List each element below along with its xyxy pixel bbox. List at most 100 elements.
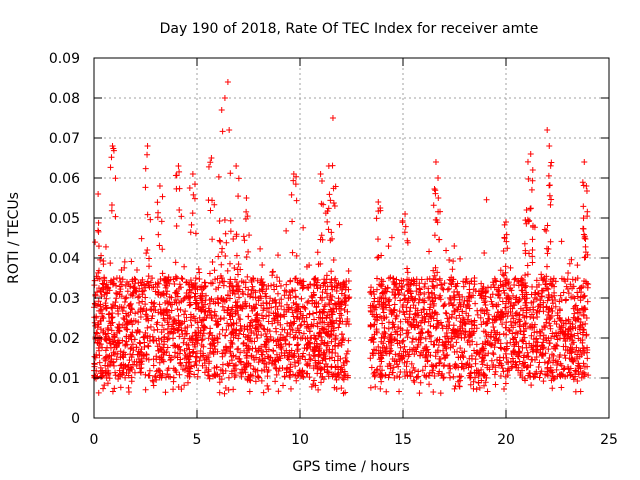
data-point xyxy=(501,234,508,241)
data-point xyxy=(129,276,136,283)
data-point xyxy=(453,362,460,369)
data-point xyxy=(122,374,129,381)
data-point xyxy=(317,260,324,267)
data-point xyxy=(511,276,518,283)
data-point xyxy=(479,361,486,368)
data-point xyxy=(340,359,347,366)
data-point xyxy=(314,323,321,330)
data-point xyxy=(391,301,398,308)
data-point xyxy=(264,305,271,312)
data-point xyxy=(470,378,477,385)
data-point xyxy=(200,352,207,359)
data-point xyxy=(438,322,445,329)
data-point xyxy=(188,322,195,329)
x-tick-label: 25 xyxy=(600,432,618,448)
data-point xyxy=(545,346,552,353)
data-point xyxy=(289,249,296,256)
data-point xyxy=(433,337,440,344)
data-point xyxy=(131,336,138,343)
data-point xyxy=(527,151,534,157)
data-point xyxy=(503,219,509,225)
data-point xyxy=(144,211,151,218)
data-point xyxy=(502,350,509,357)
data-point xyxy=(516,311,523,318)
data-point xyxy=(571,295,578,302)
data-point xyxy=(510,292,517,299)
data-point xyxy=(224,79,231,85)
data-point xyxy=(379,320,386,327)
data-point xyxy=(149,337,156,344)
data-point xyxy=(584,344,591,351)
data-point xyxy=(292,372,299,379)
data-point xyxy=(318,333,325,340)
data-point xyxy=(222,332,229,339)
data-point xyxy=(377,385,384,392)
data-point xyxy=(548,159,555,166)
data-point xyxy=(544,368,551,375)
data-point xyxy=(516,296,523,303)
data-point xyxy=(304,344,311,351)
data-point xyxy=(409,348,416,355)
data-point xyxy=(125,312,132,319)
data-point xyxy=(499,298,506,305)
data-point xyxy=(574,377,581,384)
data-point xyxy=(139,298,146,305)
data-point xyxy=(100,385,107,392)
data-point xyxy=(541,359,548,366)
data-point xyxy=(380,309,387,316)
data-point xyxy=(470,292,477,299)
data-point xyxy=(174,306,181,313)
data-point xyxy=(570,283,577,290)
data-point xyxy=(371,321,378,328)
data-point xyxy=(286,341,293,348)
data-point xyxy=(395,363,402,370)
data-point xyxy=(440,374,447,381)
data-point xyxy=(542,281,549,288)
data-point xyxy=(232,308,239,315)
data-point xyxy=(502,277,509,284)
data-point xyxy=(537,332,544,339)
data-point xyxy=(240,233,247,240)
data-point xyxy=(114,290,121,297)
data-point xyxy=(276,278,283,285)
data-point xyxy=(426,381,433,388)
data-point xyxy=(477,314,484,321)
data-point xyxy=(323,290,330,297)
data-point xyxy=(142,386,149,393)
data-point xyxy=(219,361,226,368)
data-point xyxy=(448,335,455,342)
data-point xyxy=(211,343,218,350)
data-point xyxy=(186,358,193,365)
data-point xyxy=(306,356,313,363)
data-point xyxy=(171,317,178,324)
data-point xyxy=(97,317,104,324)
data-point xyxy=(543,303,550,310)
data-point xyxy=(547,201,554,208)
data-point xyxy=(338,364,345,371)
data-point xyxy=(245,313,252,320)
data-point xyxy=(445,285,452,292)
data-point xyxy=(583,188,590,195)
data-point xyxy=(91,300,98,307)
data-point xyxy=(315,314,322,321)
data-point xyxy=(106,352,113,359)
data-point xyxy=(434,348,441,355)
data-point xyxy=(144,143,151,149)
data-point xyxy=(404,327,411,334)
data-point xyxy=(451,333,458,340)
data-point xyxy=(506,367,513,374)
data-point xyxy=(135,280,142,287)
data-point xyxy=(570,373,577,380)
data-point xyxy=(443,310,450,317)
data-point xyxy=(510,315,517,322)
data-point xyxy=(277,321,284,328)
data-point xyxy=(319,294,326,301)
data-point xyxy=(187,294,194,301)
data-point xyxy=(482,379,489,386)
data-point xyxy=(537,370,544,377)
data-point xyxy=(173,288,180,295)
data-point xyxy=(442,341,449,348)
data-point xyxy=(432,190,439,197)
data-point xyxy=(552,278,559,285)
data-point xyxy=(391,374,398,381)
